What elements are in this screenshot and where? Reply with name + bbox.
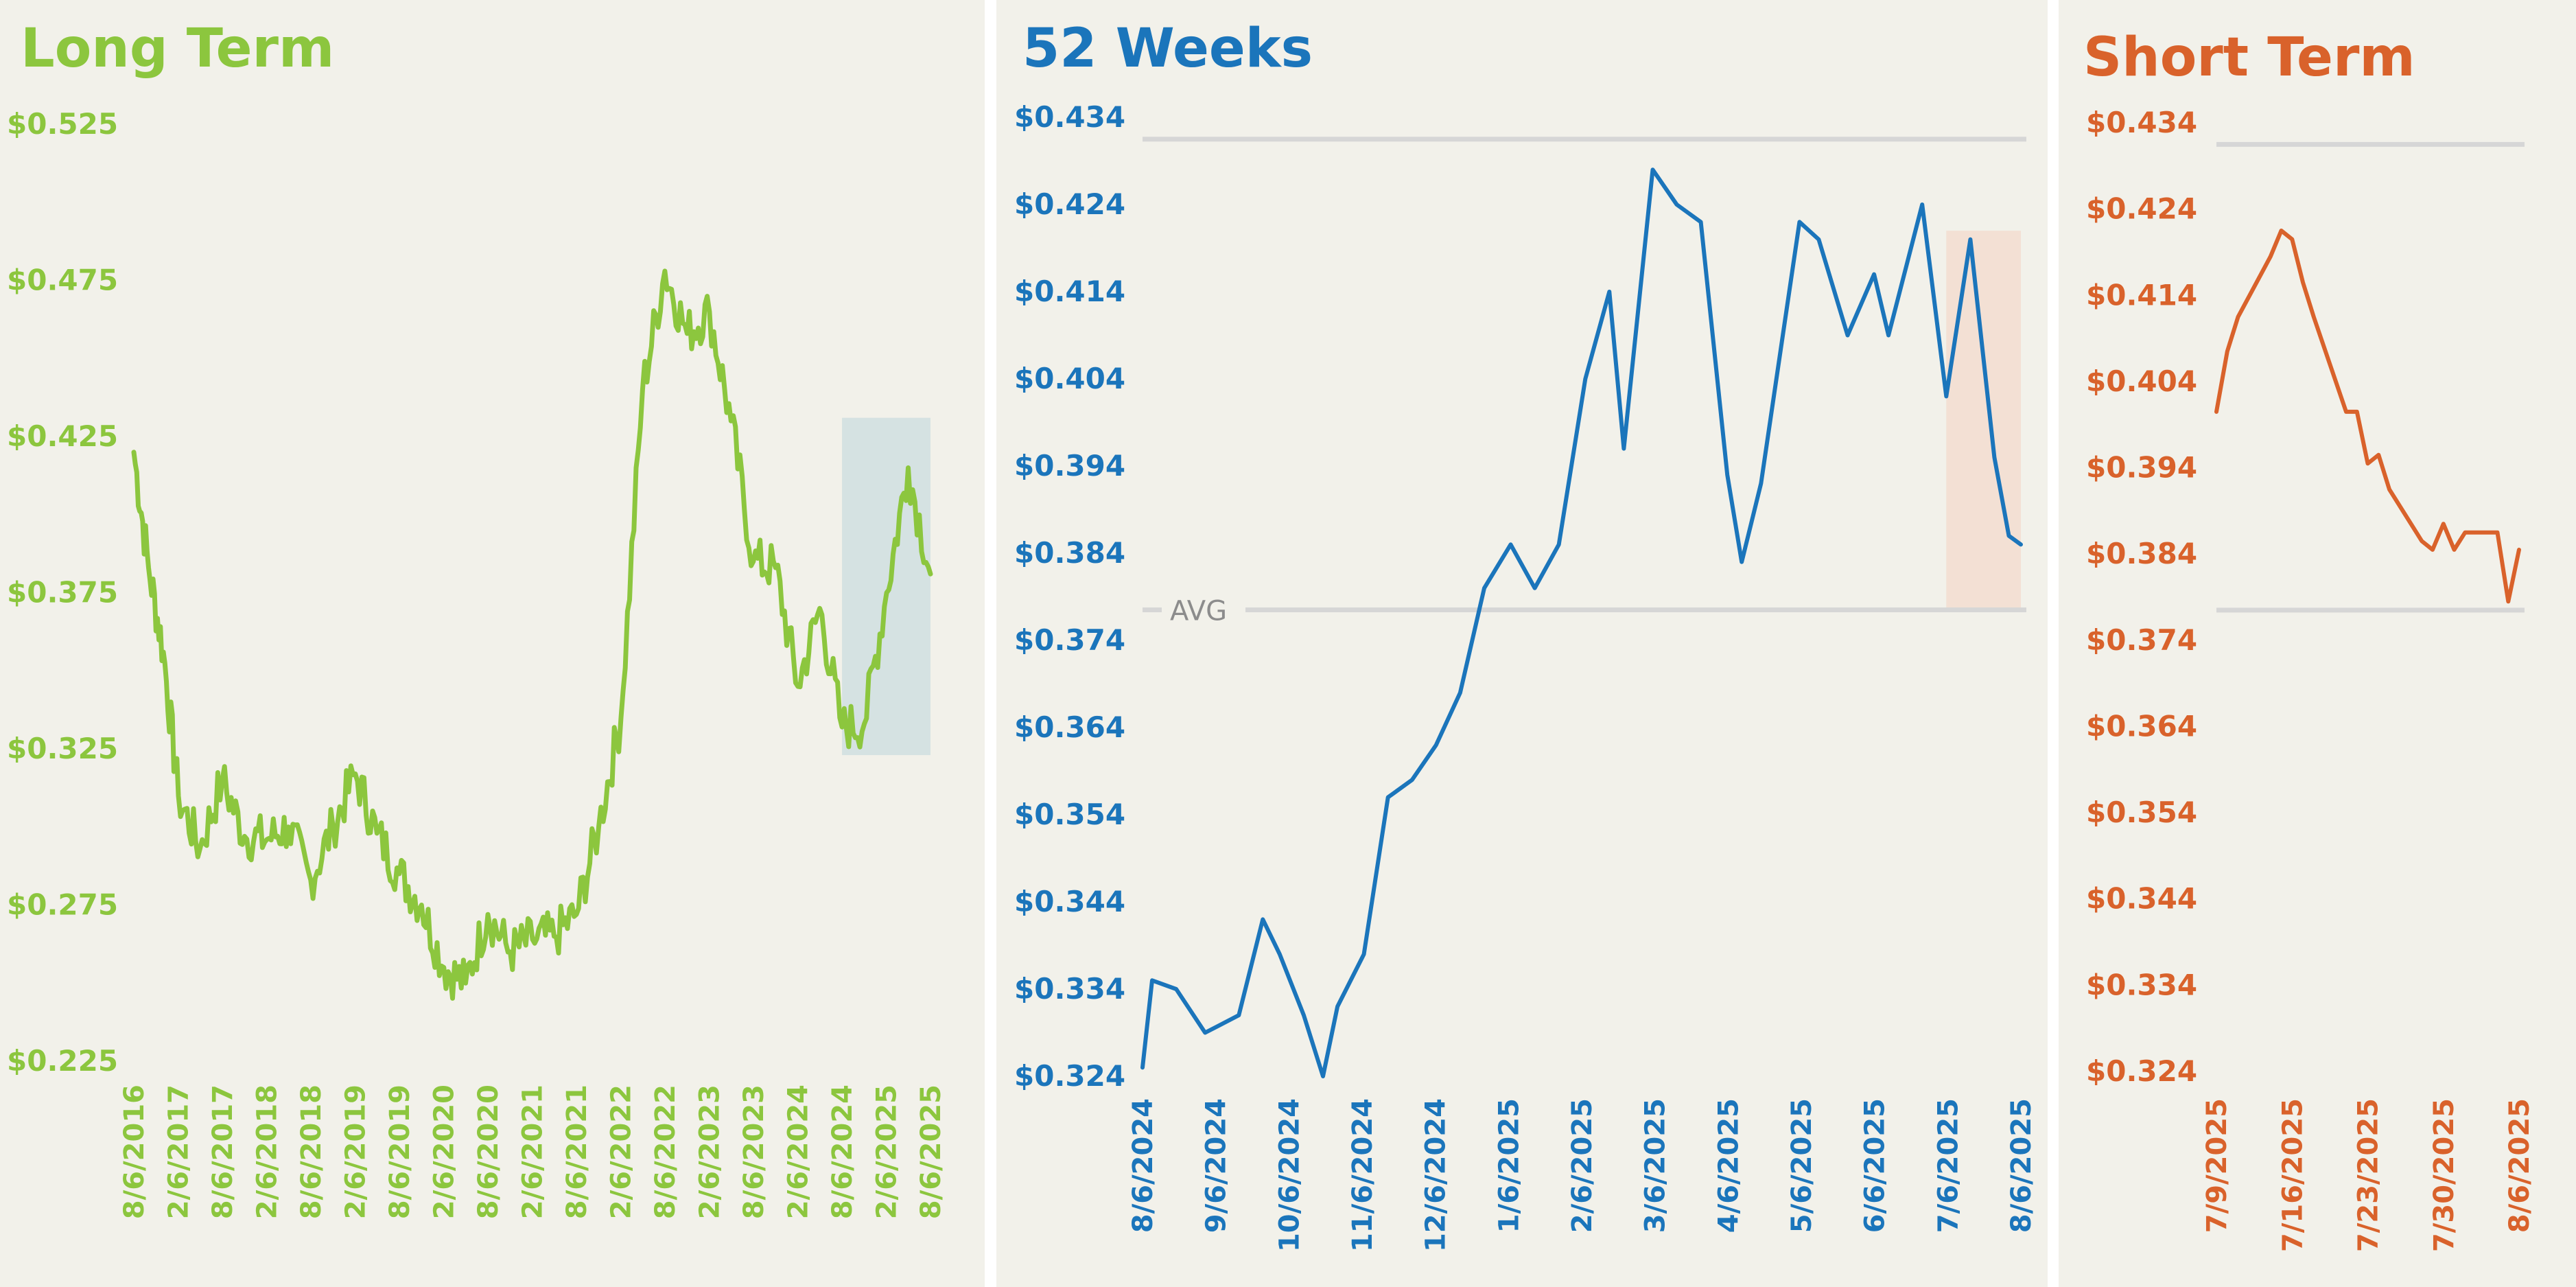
x-tick-label: 8/6/2023 xyxy=(738,1085,770,1219)
x-tick-label: 7/16/2025 xyxy=(2277,1098,2308,1252)
x-tick-label: 2/6/2021 xyxy=(517,1085,549,1219)
x-tick-label: 2/6/2020 xyxy=(429,1085,460,1219)
y-tick-label: $0.414 xyxy=(2086,278,2197,312)
x-tick-label: 7/30/2025 xyxy=(2428,1098,2460,1252)
y-tick-label: $0.364 xyxy=(1014,710,1125,744)
y-tick-label: $0.225 xyxy=(7,1044,118,1078)
y-tick-label: $0.324 xyxy=(1014,1059,1125,1093)
x-tick-label: 8/6/2019 xyxy=(384,1085,416,1219)
x-tick-label: 2/6/2023 xyxy=(694,1085,726,1219)
y-tick-label: $0.384 xyxy=(1014,536,1125,570)
y-tick-label: $0.425 xyxy=(7,419,118,453)
x-tick-label: 8/6/2025 xyxy=(2504,1098,2536,1233)
y-tick-label: $0.434 xyxy=(1014,100,1125,134)
y-tick-label: $0.394 xyxy=(2086,451,2197,485)
x-tick-label: 8/6/2018 xyxy=(296,1085,327,1219)
y-tick-label: $0.404 xyxy=(2086,364,2197,398)
x-tick-label: 12/6/2024 xyxy=(1420,1098,1452,1252)
avg-label-background xyxy=(1162,585,1245,634)
x-tick-label: 2/6/2018 xyxy=(252,1085,283,1219)
x-tick-label: 3/6/2025 xyxy=(1640,1098,1672,1233)
x-tick-label: 8/6/2025 xyxy=(2006,1098,2037,1233)
chart-title-short-term: Short Term xyxy=(2083,27,2415,89)
x-tick-label: 2/6/2025 xyxy=(1567,1098,1598,1233)
x-tick-label: 2/6/2019 xyxy=(340,1085,372,1219)
y-tick-label: $0.384 xyxy=(2086,537,2197,570)
x-tick-label: 9/6/2024 xyxy=(1201,1098,1232,1233)
y-tick-label: $0.374 xyxy=(1014,623,1125,657)
y-tick-label: $0.354 xyxy=(2086,796,2197,829)
y-tick-label: $0.325 xyxy=(7,732,118,765)
x-tick-label: 8/6/2022 xyxy=(650,1085,681,1219)
x-tick-label: 8/6/2021 xyxy=(561,1085,593,1219)
x-tick-label: 2/6/2022 xyxy=(606,1085,637,1219)
y-tick-label: $0.364 xyxy=(2086,709,2197,743)
y-tick-label: $0.275 xyxy=(7,888,118,922)
x-tick-label: 8/6/2017 xyxy=(207,1085,239,1219)
y-tick-label: $0.334 xyxy=(1014,972,1125,1006)
x-tick-label: 8/6/2016 xyxy=(119,1085,150,1219)
x-tick-label: 1/6/2025 xyxy=(1493,1098,1525,1233)
chart-title-weeks-52: 52 Weeks xyxy=(1022,18,1313,80)
y-tick-label: $0.525 xyxy=(7,107,118,141)
series-line-short-term xyxy=(2214,229,2521,604)
chart-title-long-term: Long Term xyxy=(21,18,334,80)
y-tick-label: $0.324 xyxy=(2086,1054,2197,1088)
y-tick-label: $0.475 xyxy=(7,264,118,297)
panel-background-weeks-52 xyxy=(996,0,2048,1287)
series-line-long-term xyxy=(131,268,933,1001)
x-tick-label: 7/9/2025 xyxy=(2201,1098,2233,1233)
x-tick-label: 8/6/2024 xyxy=(827,1085,858,1219)
x-tick-label: 8/6/2020 xyxy=(473,1085,504,1219)
x-tick-label: 2/6/2017 xyxy=(163,1085,195,1219)
chart-short-term: Short Term $0.434 $0.424 $0.414 $0.404 $0.394… xyxy=(2083,27,2536,1252)
panel-background-short-term xyxy=(2059,0,2576,1287)
chart-long-term: Long Term $0.525 $0.475 $0.425 $0.375 $0.325 $… xyxy=(7,18,947,1219)
x-tick-label: 8/6/2025 xyxy=(915,1085,947,1219)
x-tick-label: 6/6/2025 xyxy=(1860,1098,1891,1233)
x-tick-label: 7/6/2025 xyxy=(1932,1098,1964,1233)
x-tick-label: 10/6/2024 xyxy=(1274,1098,1305,1252)
x-tick-label: 2/6/2025 xyxy=(871,1085,903,1219)
y-tick-label: $0.424 xyxy=(2086,192,2197,226)
y-tick-label: $0.404 xyxy=(1014,362,1125,395)
y-tick-label: $0.344 xyxy=(2086,882,2197,916)
y-tick-label: $0.334 xyxy=(2086,968,2197,1001)
y-tick-label: $0.394 xyxy=(1014,449,1125,483)
panel-background-long-term xyxy=(0,0,985,1287)
x-tick-label: 5/6/2025 xyxy=(1786,1098,1818,1233)
y-tick-label: $0.344 xyxy=(1014,885,1125,918)
y-tick-label: $0.375 xyxy=(7,576,118,610)
y-tick-label: $0.414 xyxy=(1014,275,1125,308)
y-tick-label: $0.434 xyxy=(2086,106,2197,139)
x-tick-label: 11/6/2024 xyxy=(1347,1098,1379,1252)
highlight-band-long-term xyxy=(842,417,930,756)
x-tick-label: 4/6/2025 xyxy=(1713,1098,1744,1233)
series-line-weeks-52 xyxy=(1140,167,2023,1078)
x-tick-label: 7/23/2025 xyxy=(2353,1098,2385,1252)
y-tick-label: $0.374 xyxy=(2086,623,2197,657)
x-tick-label: 2/6/2024 xyxy=(783,1085,815,1219)
y-tick-label: $0.354 xyxy=(1014,798,1125,831)
highlight-band-weeks-52 xyxy=(1946,231,2021,610)
y-tick-label: $0.424 xyxy=(1014,187,1125,221)
x-tick-label: 8/6/2024 xyxy=(1127,1098,1159,1233)
chart-weeks-52: 52 Weeks AVG $0.434 $0.424 $0.414 $0.404 $0.39… xyxy=(1014,18,2037,1252)
avg-label: AVG xyxy=(1170,596,1227,627)
